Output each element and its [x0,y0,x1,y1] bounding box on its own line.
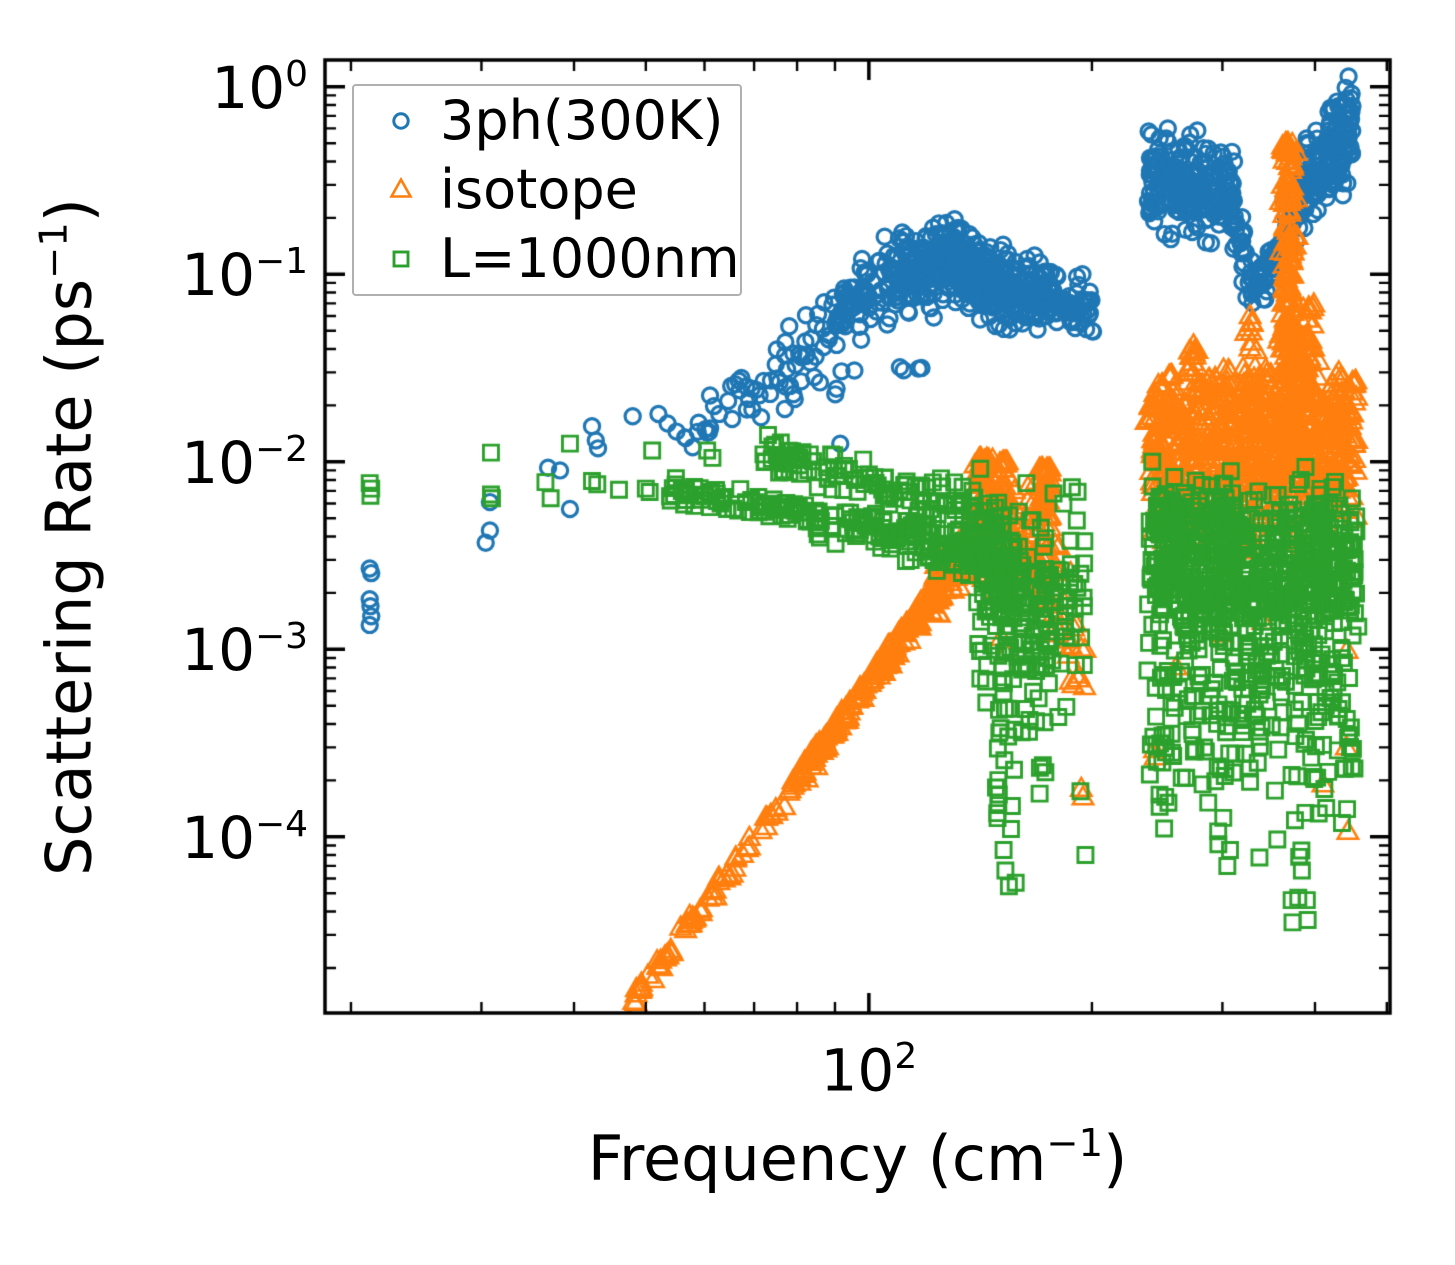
x-tick-label: 102 [820,1036,918,1105]
y-tick-label: 10−2 [181,428,308,497]
legend-marker-triangle-icon [354,175,418,205]
legend-label: isotope [440,158,638,221]
y-axis-label-superscript: −1 [31,221,77,279]
x-axis-label-superscript: −1 [1046,1121,1104,1166]
legend-label: L=1000nm [440,227,740,290]
y-axis-label-close: ) [32,197,106,222]
x-axis-label-text: Frequency (cm [587,1121,1047,1195]
legend-marker-circle-icon [354,106,418,136]
legend: 3ph(300K) isotope L=1000nm [352,84,742,296]
legend-item-isotope: isotope [354,156,740,225]
y-tick-label: 100 [211,53,308,122]
legend-marker-square-icon [354,244,418,274]
x-axis-label-close: ) [1103,1121,1128,1195]
legend-item-3ph-300k-: 3ph(300K) [354,87,740,156]
x-axis-label: Frequency (cm−1) [588,1124,1128,1190]
y-axis-label-text: Scattering Rate (ps [32,278,106,876]
legend-item-l-1000nm: L=1000nm [354,225,740,294]
y-tick-label: 10−1 [181,241,308,310]
legend-label: 3ph(300K) [440,89,724,152]
y-tick-label: 10−4 [181,803,308,872]
y-tick-label: 10−3 [181,616,308,685]
y-axis-label: Scattering Rate (ps−1) [32,198,106,876]
